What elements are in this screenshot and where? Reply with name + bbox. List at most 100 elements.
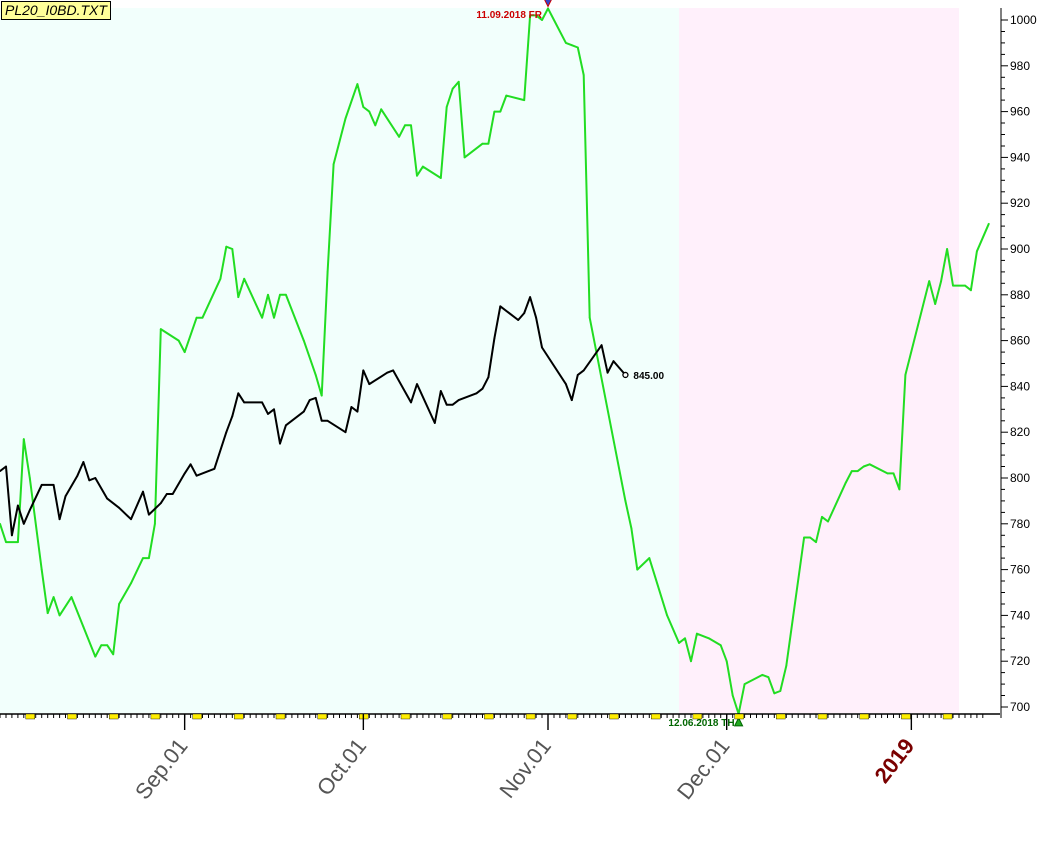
data-point-0-67	[570, 44, 573, 47]
data-point-0-21	[177, 339, 180, 342]
data-point-0-5	[40, 568, 43, 571]
data-point-1-32	[267, 413, 269, 415]
x-tick-label: 2019	[869, 734, 919, 788]
data-point-0-34	[285, 293, 287, 296]
data-point-0-63	[535, 14, 537, 17]
data-point-0-45	[380, 108, 383, 111]
data-point-0-77	[684, 637, 686, 640]
data-point-1-41	[344, 431, 347, 434]
data-point-0-14	[112, 653, 115, 656]
data-point-1-56	[481, 387, 484, 390]
series-line-1	[0, 296, 627, 537]
data-point-0-13	[106, 644, 109, 647]
data-point-0-50	[422, 165, 424, 168]
data-point-0-1	[5, 541, 7, 543]
data-point-0-103	[898, 488, 901, 491]
x-tick-label: Oct.01	[312, 734, 372, 800]
data-point-0-64	[541, 19, 543, 21]
data-point-1-59	[499, 305, 502, 308]
annotation-layer: 11.09.2018 FR 12.06.2018 TH 845.00	[476, 0, 744, 729]
data-point-0-78	[690, 660, 692, 663]
x-week-marker	[442, 713, 452, 720]
data-point-0-86	[761, 674, 764, 676]
data-point-1-1	[5, 465, 7, 468]
low-marker-arrow	[733, 716, 744, 727]
data-point-0-40	[344, 117, 347, 120]
x-week-marker	[234, 713, 244, 720]
y-tick-label: 780	[1010, 517, 1030, 531]
shaded-region-0	[0, 8, 680, 713]
x-tick-label: Sep.01	[130, 734, 193, 804]
y-tick-label: 940	[1010, 150, 1030, 164]
data-point-0-83	[731, 694, 734, 697]
data-point-0-49	[416, 174, 418, 177]
data-point-0-4	[28, 477, 31, 479]
data-point-0-19	[154, 522, 156, 525]
data-point-1-26	[213, 467, 216, 470]
data-point-0-23	[195, 316, 198, 319]
data-point-1-45	[368, 383, 371, 385]
data-point-0-17	[142, 557, 144, 559]
y-tick-label: 720	[1010, 654, 1030, 668]
data-point-1-20	[165, 493, 168, 495]
x-week-marker	[942, 713, 953, 720]
data-point-1-55	[475, 392, 478, 395]
data-point-0-46	[398, 135, 400, 138]
data-point-0-112	[976, 250, 978, 253]
data-point-0-47	[404, 124, 406, 127]
data-point-0-113	[987, 222, 990, 225]
data-point-1-47	[392, 369, 394, 372]
data-point-1-53	[451, 403, 454, 406]
data-point-0-8	[58, 614, 61, 617]
y-axis: 700 720 740 760 780 800 820 840 860 880 900 920 940 9…	[1000, 8, 1037, 718]
data-point-1-17	[142, 490, 144, 493]
data-point-0-109	[952, 284, 954, 287]
x-week-marker	[525, 713, 536, 720]
x-week-marker	[25, 713, 35, 720]
data-point-1-37	[308, 399, 311, 401]
data-point-0-54	[457, 80, 460, 83]
data-point-1-61	[523, 312, 526, 314]
data-point-0-85	[743, 683, 746, 685]
data-point-0-99	[862, 465, 865, 468]
data-point-1-72	[618, 367, 621, 369]
x-week-marker	[567, 713, 577, 720]
data-point-0-66	[565, 42, 567, 44]
x-week-marker	[776, 713, 786, 720]
data-point-0-11	[94, 655, 97, 658]
data-point-0-24	[201, 316, 204, 319]
x-tick-label: Dec.01	[672, 734, 735, 804]
data-point-0-48	[410, 124, 412, 127]
data-point-0-22	[183, 351, 186, 353]
data-point-1-14	[106, 497, 109, 500]
data-point-0-107	[940, 280, 942, 282]
data-point-1-15	[118, 506, 120, 509]
high-marker-label: 11.09.2018 FR	[476, 10, 542, 21]
data-point-0-3	[22, 438, 25, 440]
data-point-0-91	[803, 536, 805, 539]
data-point-1-22	[183, 472, 186, 475]
high-marker-arrow	[544, 0, 552, 8]
low-marker-label: 12.06.2018 TH	[668, 718, 734, 729]
x-week-marker	[150, 713, 161, 720]
data-point-0-69	[582, 74, 585, 76]
data-point-0-29	[243, 277, 246, 280]
data-point-0-0	[0, 522, 1, 525]
data-point-0-96	[844, 481, 847, 484]
data-point-0-16	[130, 582, 132, 585]
data-point-1-6	[40, 484, 43, 486]
data-point-1-12	[88, 479, 91, 482]
y-tick-label: 960	[1010, 105, 1030, 119]
data-point-1-49	[416, 383, 418, 385]
shaded-region-1	[679, 8, 959, 713]
x-week-marker	[67, 713, 77, 720]
y-tick-label: 740	[1010, 608, 1030, 622]
x-tick-label: Nov.01	[494, 734, 556, 803]
shaded-regions	[0, 8, 959, 713]
data-point-0-104	[904, 374, 907, 376]
data-point-0-10	[82, 626, 85, 628]
data-point-1-36	[302, 410, 305, 413]
data-point-0-30	[261, 316, 263, 319]
data-point-0-95	[827, 520, 829, 523]
data-point-1-42	[350, 406, 353, 408]
